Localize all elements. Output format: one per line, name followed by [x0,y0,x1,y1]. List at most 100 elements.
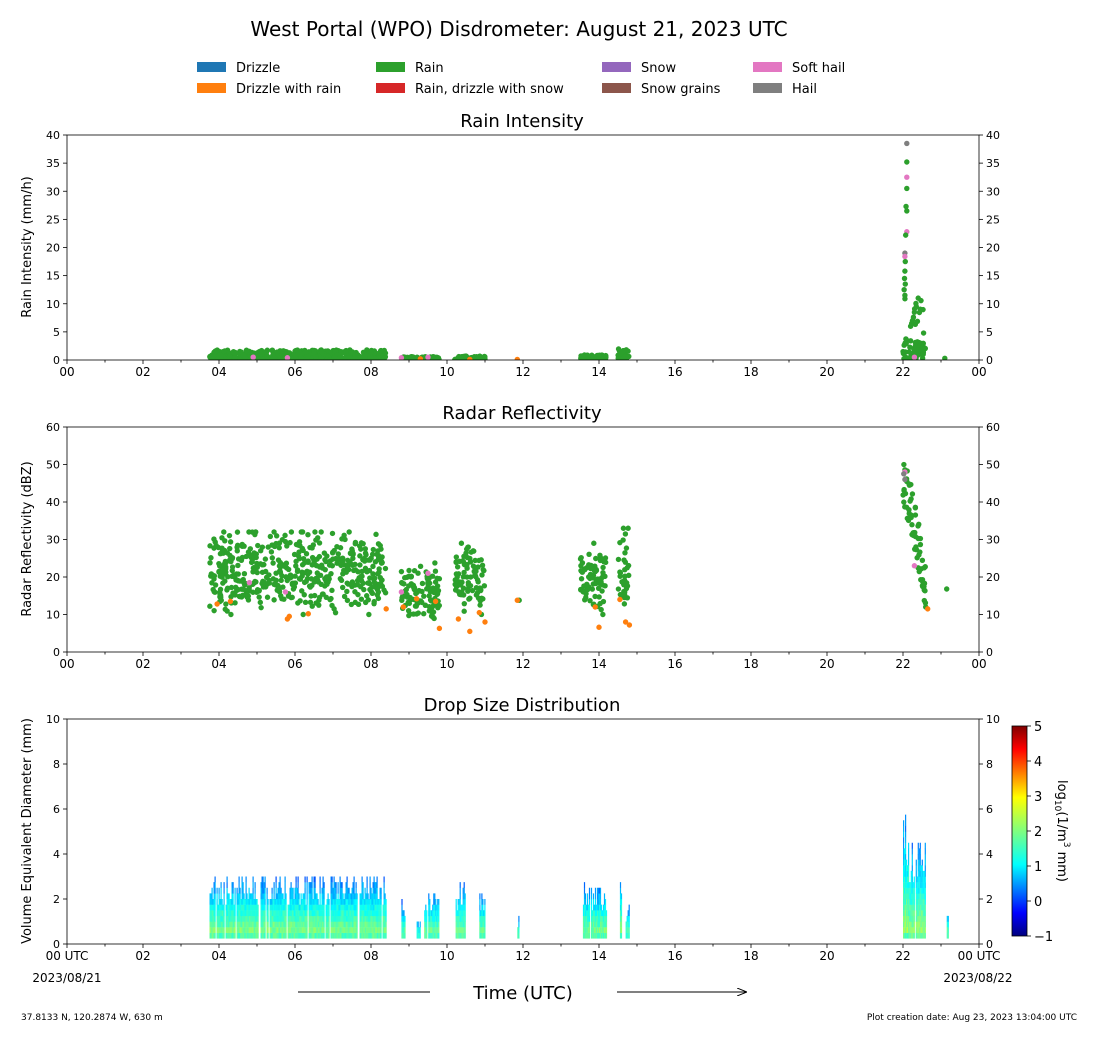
y-tick-label-left: 0 [53,646,60,659]
dsd-cell [261,893,263,900]
dsd-cell [619,910,622,917]
dsd-cell [483,932,485,939]
dsd-cell [276,893,278,900]
dsd-cell [332,904,334,911]
dsd-cell [364,932,366,939]
dsd-cell [907,921,909,928]
dsd-cell [277,887,279,894]
dsd-cell [344,893,346,900]
scatter-point [362,357,368,360]
dsd-cell [318,927,320,933]
x-tick-label: 20 [819,365,834,379]
dsd-cell [368,915,370,922]
dsd-cell [317,915,319,922]
dsd-cell [904,854,906,860]
dsd-cell [404,915,406,922]
dsd-cell [619,893,622,900]
dsd-cell [246,915,248,922]
dsd-cell [353,921,355,928]
dsd-cell [594,904,597,911]
dsd-cell [297,915,299,922]
dsd-cell [341,887,343,894]
x-tick-label: 04 [211,657,226,671]
dsd-cell [430,910,432,917]
scatter-point [596,580,603,587]
dsd-cell [620,921,623,928]
scatter-point [300,611,306,618]
dsd-cell [922,932,924,939]
dsd-cell [279,915,281,922]
dsd-cell [278,910,280,917]
scatter-point [413,603,420,609]
dsd-cell [238,904,240,911]
dsd-cell [359,910,361,917]
dsd-cell [909,927,911,933]
dsd-cell [239,899,241,905]
scatter-point [289,581,296,588]
dsd-cell [230,921,232,928]
scatter-point [904,140,910,147]
dsd-cell [587,910,590,917]
dsd-cell [907,870,909,877]
dsd-cell [464,910,466,917]
dsd-cell [375,915,377,922]
dsd-cell [274,921,276,928]
dsd-cell [920,876,922,883]
dsd-cell [371,904,373,911]
dsd-cell [365,893,367,900]
dsd-cell [593,915,596,922]
x-axis-label: Time (UTC) [472,983,573,1004]
dsd-cell [918,854,920,860]
dsd-cell [241,904,243,911]
dsd-cell [236,887,238,894]
scatter-point [332,609,339,616]
dsd-cell [362,910,364,917]
dsd-cell [304,921,306,928]
dsd-cell [383,932,385,939]
dsd-cell [254,910,256,917]
dsd-cell [462,887,464,894]
dsd-cell [919,932,921,939]
dsd-cell [312,921,314,928]
dsd-cell [226,910,228,917]
scatter-point [398,355,405,360]
dsd-cell [345,899,347,905]
scatter-point [901,275,908,282]
dsd-cell [585,927,588,933]
scatter-point [344,588,350,595]
dsd-cell [619,932,622,939]
dsd-cell [262,882,264,888]
dsd-cell [628,932,630,939]
scatter-point [590,354,597,360]
scatter-point [278,577,284,584]
dsd-cell [605,932,608,939]
dsd-cell [596,893,599,900]
dsd-cell [356,915,358,922]
x-tick-label: 22 [895,365,910,379]
dsd-cell [219,927,221,933]
dsd-cell [225,932,227,939]
dsd-cell [908,893,910,900]
dsd-cell [913,915,915,922]
dsd-cell [910,887,912,894]
scatter-point [618,349,625,356]
scatter-point [360,580,366,586]
scatter-point [229,564,236,570]
dsd-cell [455,921,457,928]
dsd-cell [627,910,629,917]
dsd-cell [435,899,437,905]
scatter-point [596,624,602,630]
dsd-cell [210,893,212,900]
dsd-cell [239,887,241,894]
dsd-cell [346,910,348,917]
dsd-cell [257,932,259,939]
dsd-cell [361,915,363,922]
dsd-cell [308,899,310,905]
dsd-cell [373,899,375,905]
dsd-cell [271,927,273,933]
dsd-cell [379,887,381,894]
dsd-cell [593,904,596,911]
scatter-point [323,558,329,565]
dsd-cell [262,927,264,933]
dsd-cell [907,893,909,900]
